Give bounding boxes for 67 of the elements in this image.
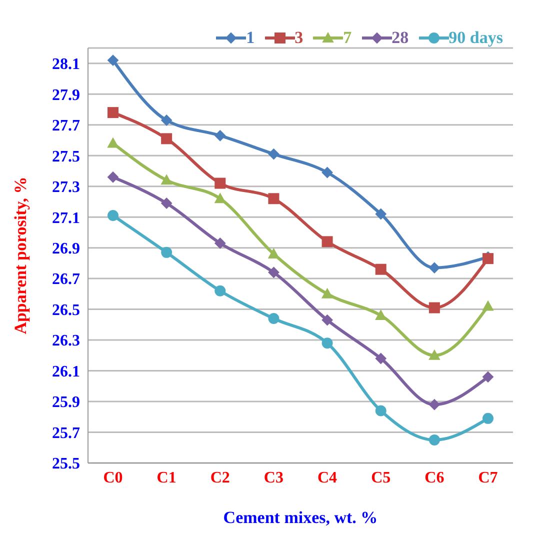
y-tick-label: 27.7 [52,118,80,135]
point [161,198,172,209]
legend-label: 3 [294,28,304,48]
point [161,174,172,185]
point [482,300,494,311]
x-tick-label: C3 [264,469,284,486]
y-tick-label: 25.7 [52,424,80,442]
point [428,302,440,314]
point [108,172,118,183]
point [322,236,333,248]
x-tick-label: C6 [424,469,444,486]
point [268,148,280,160]
y-axis-title: Apparent porosity, % [11,176,30,334]
point [428,350,440,360]
x-axis-title: Cement mixes, wt. % [223,508,378,528]
x-tick-label: C4 [318,469,338,486]
point [268,248,280,258]
x-tick-label: C1 [156,469,176,486]
point [428,399,440,410]
point [214,130,226,142]
point [322,288,333,298]
point [108,107,118,118]
point [428,262,440,274]
x-tick-label: C5 [371,469,391,486]
point [322,314,333,326]
point [375,208,386,220]
point [428,434,440,446]
point [161,114,172,126]
y-tick-label: 28.1 [52,56,80,74]
y-tick-label: 25.5 [52,456,80,473]
point [268,313,280,324]
point [161,133,172,144]
y-tick-label: 27.3 [52,179,80,196]
point [268,266,280,278]
point [214,178,226,189]
x-tick-label: C7 [478,469,498,486]
point [214,285,226,296]
y-tick-label: 27.5 [52,148,80,166]
y-tick-label: 26.1 [52,363,80,380]
point [214,238,226,249]
legend-label: 28 [392,28,409,48]
point [375,264,386,275]
point [322,338,333,349]
legend-label: 1 [246,28,255,48]
y-tick-label: 27.1 [52,210,80,227]
y-tick-label: 27.9 [52,86,80,104]
point [214,193,226,204]
legend-label: 90 days [448,28,503,48]
y-tick-label: 26.7 [52,271,80,288]
point [268,193,280,204]
point [375,310,386,320]
point [322,167,333,178]
point [108,54,118,66]
point [482,371,494,382]
point [375,405,386,416]
point [161,246,172,258]
point [108,138,118,148]
y-tick-label: 26.9 [52,240,80,258]
point [108,210,118,222]
y-tick-label: 26.5 [52,302,80,319]
x-tick-label: C0 [103,469,123,486]
legend-label: 7 [343,28,352,48]
x-tick-label: C2 [210,469,230,486]
point [375,352,386,364]
point [482,412,494,424]
y-tick-label: 26.3 [52,332,80,350]
y-tick-label: 25.9 [52,394,80,412]
